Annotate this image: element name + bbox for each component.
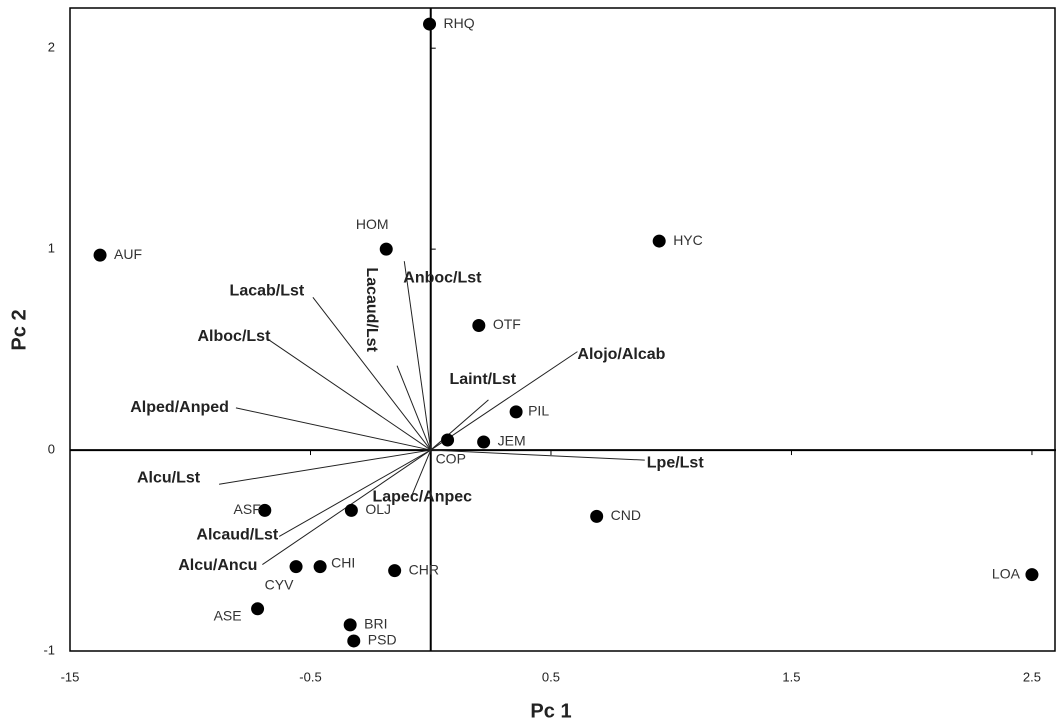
point — [344, 503, 358, 517]
point-label: CHR — [409, 561, 439, 577]
y-tick-label: -1 — [43, 642, 55, 657]
point — [441, 433, 455, 447]
vector-label: Laint/Lst — [449, 371, 516, 388]
x-tick-label: -0.5 — [299, 669, 321, 684]
x-tick-label: 2.5 — [1023, 669, 1041, 684]
point-label: PSD — [368, 632, 397, 648]
point — [1025, 568, 1039, 582]
point — [652, 234, 666, 248]
plot-frame — [69, 7, 1056, 652]
point — [477, 435, 491, 449]
y-tick-label: 2 — [48, 40, 55, 55]
point — [423, 17, 437, 31]
point — [388, 564, 402, 578]
x-tick-label: 0.5 — [542, 669, 560, 684]
vector-label: Alboc/Lst — [198, 328, 272, 345]
loading-vector — [278, 449, 431, 537]
vector-label: Lpe/Lst — [647, 454, 705, 471]
x-axis-label: Pc 1 — [530, 700, 571, 722]
point — [347, 634, 361, 648]
vector-label: Lacaud/Lst — [363, 267, 380, 352]
point-label: OTF — [493, 316, 521, 332]
point-label: OLJ — [365, 501, 391, 517]
point-label: CND — [611, 507, 641, 523]
y-tick-label: 1 — [48, 241, 55, 256]
loading-vector — [403, 261, 432, 451]
loading-vector — [235, 407, 431, 451]
vector-label: Alped/Anped — [130, 399, 229, 416]
vector-label: Lapec/Anpec — [372, 488, 472, 505]
loading-vector — [312, 297, 432, 451]
point-label: ASF — [234, 501, 261, 517]
point-label: LOA — [992, 565, 1021, 581]
point — [472, 318, 486, 332]
loading-vector — [430, 351, 578, 451]
x-tick-label: 1.5 — [782, 669, 800, 684]
x-tick-label: -15 — [61, 669, 80, 684]
point-label: COP — [436, 451, 466, 467]
loading-vector — [219, 449, 431, 485]
point-label: JEM — [498, 433, 526, 449]
vector-label: Alcu/Lst — [137, 469, 201, 486]
point — [343, 618, 357, 632]
point — [93, 248, 107, 262]
loading-vector — [411, 449, 432, 497]
y-tick-label: 0 — [48, 442, 55, 457]
vector-label: Lacab/Lst — [230, 283, 305, 300]
vector-label: Alcaud/Lst — [196, 527, 278, 544]
loading-vector — [430, 399, 489, 451]
point-label: BRI — [364, 616, 387, 632]
point — [258, 503, 272, 517]
vector-label: Alojo/Alcab — [577, 346, 665, 363]
point-label: HOM — [356, 216, 389, 232]
point-label: CYV — [265, 576, 294, 592]
point-label: ASE — [214, 608, 242, 624]
point — [509, 405, 523, 419]
point — [289, 560, 303, 574]
point-label: RHQ — [444, 15, 475, 31]
loading-vector — [430, 449, 645, 461]
point-label: PIL — [528, 403, 549, 419]
point — [379, 242, 393, 256]
y-axis-label: Pc 2 — [8, 309, 30, 350]
point — [590, 509, 604, 523]
vector-label: Anboc/Lst — [403, 269, 482, 286]
point — [313, 560, 327, 574]
vector-label: Alcu/Ancu — [178, 557, 257, 574]
point — [251, 602, 265, 616]
loading-vector — [396, 365, 432, 451]
point-label: CHI — [331, 554, 355, 570]
point-label: HYC — [673, 232, 703, 248]
loading-vector — [268, 339, 432, 451]
point-label: AUF — [114, 246, 142, 262]
